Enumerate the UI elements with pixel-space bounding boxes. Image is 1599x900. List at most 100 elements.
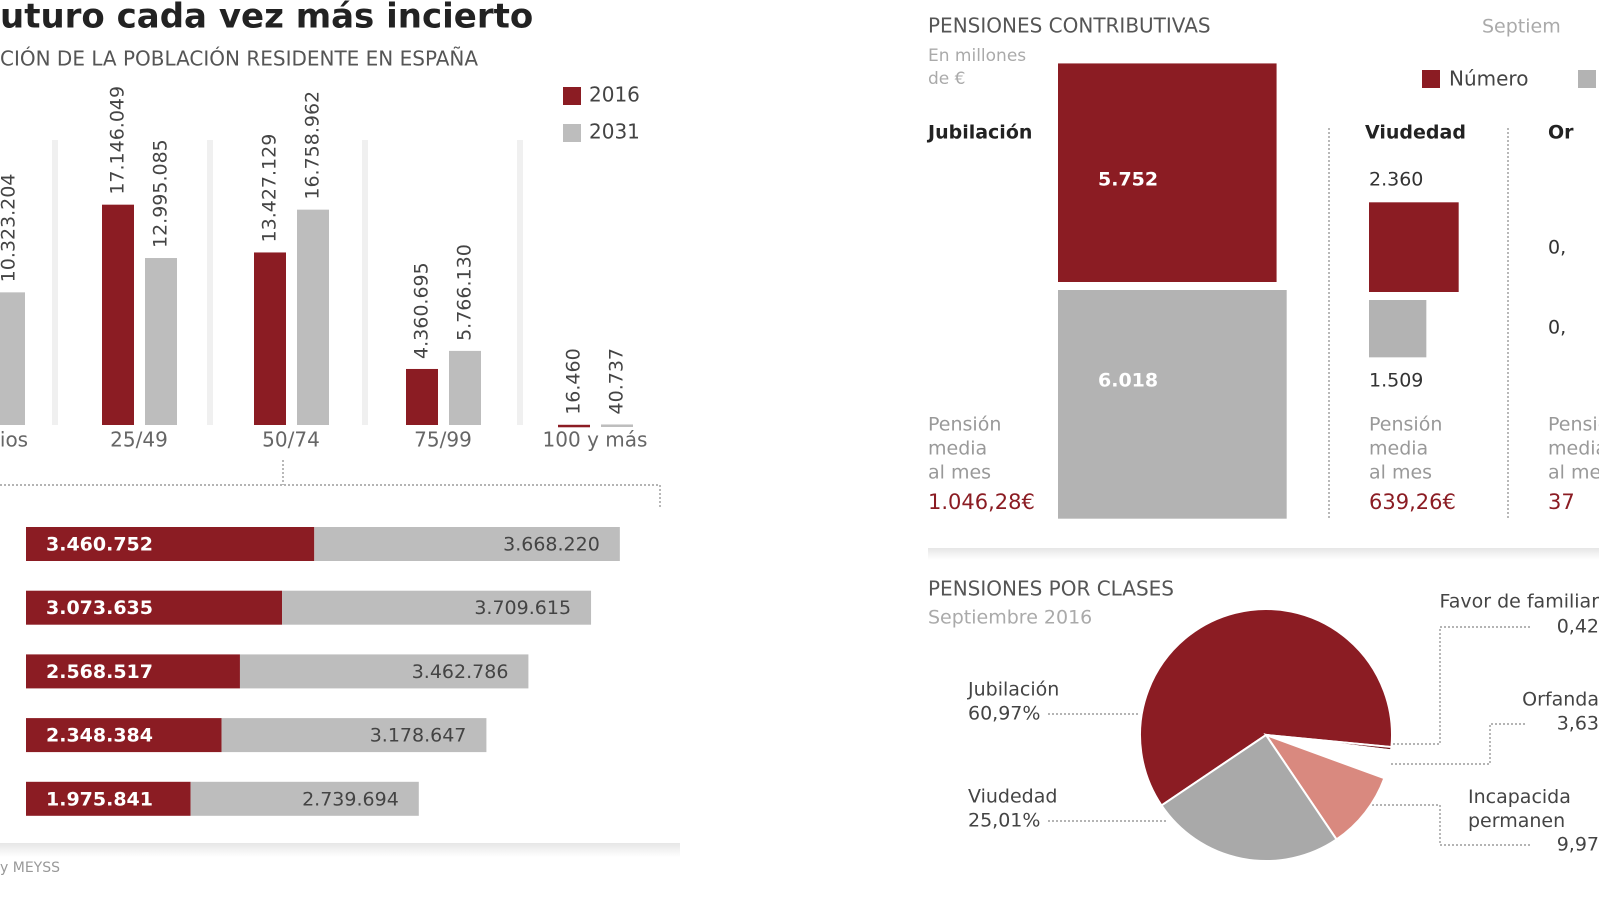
category-label: Jubilación bbox=[926, 122, 1032, 144]
bar bbox=[102, 204, 134, 425]
value-label: 2.348.384 bbox=[46, 725, 153, 747]
mean-value: 639,26€ bbox=[1369, 490, 1456, 514]
value-label: 3,63 bbox=[1557, 713, 1599, 735]
value-label: 9,97 bbox=[1557, 834, 1599, 856]
mean-label: al mes bbox=[1548, 462, 1599, 484]
bar bbox=[297, 209, 329, 425]
legend-label: Número bbox=[1449, 67, 1528, 91]
legend-swatch bbox=[563, 87, 581, 105]
mean-value: 1.046,28€ bbox=[928, 490, 1035, 514]
x-tick-label: 75/99 bbox=[414, 428, 472, 452]
bar bbox=[601, 424, 633, 427]
category-label: Viudedad bbox=[968, 786, 1057, 808]
legend-label: 2031 bbox=[589, 120, 640, 144]
value-label: 16.460 bbox=[563, 348, 585, 414]
value-label: 2.360 bbox=[1369, 169, 1423, 191]
mean-label: Pensión bbox=[928, 414, 1001, 436]
category-label: Favor de familiar bbox=[1440, 591, 1599, 613]
category-label-line: Incapacida bbox=[1468, 786, 1571, 808]
square bbox=[1369, 202, 1459, 292]
chart-title: PENSIONES POR CLASES bbox=[928, 577, 1174, 601]
value-label: 17.146.049 bbox=[107, 86, 129, 195]
chart-subtitle: de € bbox=[928, 69, 965, 89]
square bbox=[1058, 63, 1277, 283]
mean-label: media bbox=[1548, 438, 1599, 460]
square bbox=[1369, 300, 1427, 358]
value-label: 10.323.204 bbox=[0, 174, 20, 283]
category-label-line: permanen bbox=[1468, 810, 1565, 832]
legend-swatch bbox=[1422, 70, 1440, 88]
value-label: 1.509 bbox=[1369, 370, 1423, 392]
mean-label: media bbox=[1369, 438, 1428, 460]
value-label: 2.568.517 bbox=[46, 661, 153, 683]
mean-label: al mes bbox=[928, 462, 991, 484]
category-label: Orfanda bbox=[1522, 689, 1599, 711]
page-title: uturo cada vez más incierto bbox=[0, 0, 533, 37]
value-label: 3.073.635 bbox=[46, 597, 153, 619]
value-label: 25,01% bbox=[968, 810, 1040, 832]
category-label: Or bbox=[1548, 122, 1574, 144]
bar-segment bbox=[26, 527, 315, 561]
source: y MEYSS bbox=[0, 860, 60, 876]
x-tick-label: 25/49 bbox=[110, 428, 168, 452]
value-label: 5.766.130 bbox=[454, 244, 476, 341]
category-label: Viudedad bbox=[1365, 122, 1466, 144]
bar-segment bbox=[26, 590, 283, 625]
x-tick-label: 100 y más bbox=[543, 428, 648, 452]
bar bbox=[449, 350, 481, 425]
mean-value: 37 bbox=[1548, 490, 1575, 514]
pie-slice bbox=[1263, 733, 1386, 841]
bar bbox=[145, 258, 177, 425]
value-label: 4.360.695 bbox=[411, 262, 433, 359]
bar-segment bbox=[26, 781, 191, 816]
bar bbox=[254, 252, 286, 425]
legend-label: 2016 bbox=[589, 83, 640, 107]
value-label: 6.018 bbox=[1098, 370, 1158, 392]
x-tick-label: 50/74 bbox=[262, 428, 320, 452]
pie-slice bbox=[1160, 733, 1338, 862]
chart-date: Septiem bbox=[1482, 16, 1561, 38]
bar-segment bbox=[190, 781, 419, 816]
value-label: 3.668.220 bbox=[503, 534, 600, 556]
chart-subtitle: Septiembre 2016 bbox=[928, 607, 1092, 629]
bar-segment bbox=[282, 590, 592, 625]
value-label: 0, bbox=[1548, 237, 1566, 259]
value-label: 3.709.615 bbox=[474, 597, 571, 619]
square bbox=[1058, 290, 1287, 519]
bar-segment bbox=[239, 654, 529, 689]
legend-swatch bbox=[563, 124, 581, 142]
bar-segment bbox=[314, 527, 620, 561]
value-label: 13.427.129 bbox=[259, 134, 281, 243]
pie-slice bbox=[1139, 608, 1393, 807]
bar-segment bbox=[26, 718, 222, 753]
value-label: 40.737 bbox=[606, 348, 628, 414]
value-label: 2.739.694 bbox=[302, 788, 399, 810]
value-label: 3.462.786 bbox=[412, 661, 509, 683]
chart-title: PENSIONES CONTRIBUTIVAS bbox=[928, 14, 1211, 38]
value-label: 3.178.647 bbox=[370, 725, 467, 747]
legend-swatch bbox=[1578, 70, 1596, 88]
chart-subtitle: En millones bbox=[928, 46, 1026, 66]
mean-label: media bbox=[928, 438, 987, 460]
bar bbox=[558, 424, 590, 428]
value-label: 3.460.752 bbox=[46, 534, 153, 556]
x-tick-label: ios bbox=[0, 428, 28, 452]
value-label: 60,97% bbox=[968, 703, 1040, 725]
mean-label: Pensión bbox=[1369, 414, 1442, 436]
bar bbox=[0, 292, 25, 425]
value-label: 12.995.085 bbox=[150, 139, 172, 248]
mean-label: al mes bbox=[1369, 462, 1432, 484]
value-label: 16.758.962 bbox=[302, 91, 324, 200]
mean-label: Pensión bbox=[1548, 414, 1599, 436]
value-label: 1.975.841 bbox=[46, 788, 153, 810]
category-label: Jubilación bbox=[967, 679, 1059, 701]
decorations bbox=[0, 128, 1599, 857]
value-label: 0,42 bbox=[1557, 616, 1599, 638]
bar bbox=[406, 368, 438, 425]
chart-subtitle: CIÓN DE LA POBLACIÓN RESIDENTE EN ESPAÑA bbox=[0, 47, 478, 71]
category-label: Incapacida permanen bbox=[1468, 786, 1571, 832]
bar-segment bbox=[26, 654, 240, 689]
value-label: 0, bbox=[1548, 317, 1566, 339]
